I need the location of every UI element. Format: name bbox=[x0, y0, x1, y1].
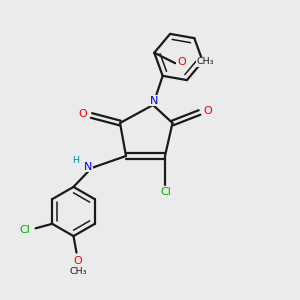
Text: CH₃: CH₃ bbox=[69, 267, 87, 276]
Text: O: O bbox=[203, 106, 212, 116]
Text: Cl: Cl bbox=[160, 187, 171, 197]
Text: CH₃: CH₃ bbox=[197, 57, 214, 66]
Text: O: O bbox=[79, 109, 88, 119]
Text: O: O bbox=[74, 256, 82, 266]
Text: Cl: Cl bbox=[20, 225, 31, 235]
Text: O: O bbox=[177, 57, 186, 67]
Text: N: N bbox=[84, 161, 92, 172]
Text: N: N bbox=[149, 95, 158, 106]
Text: H: H bbox=[72, 156, 80, 165]
